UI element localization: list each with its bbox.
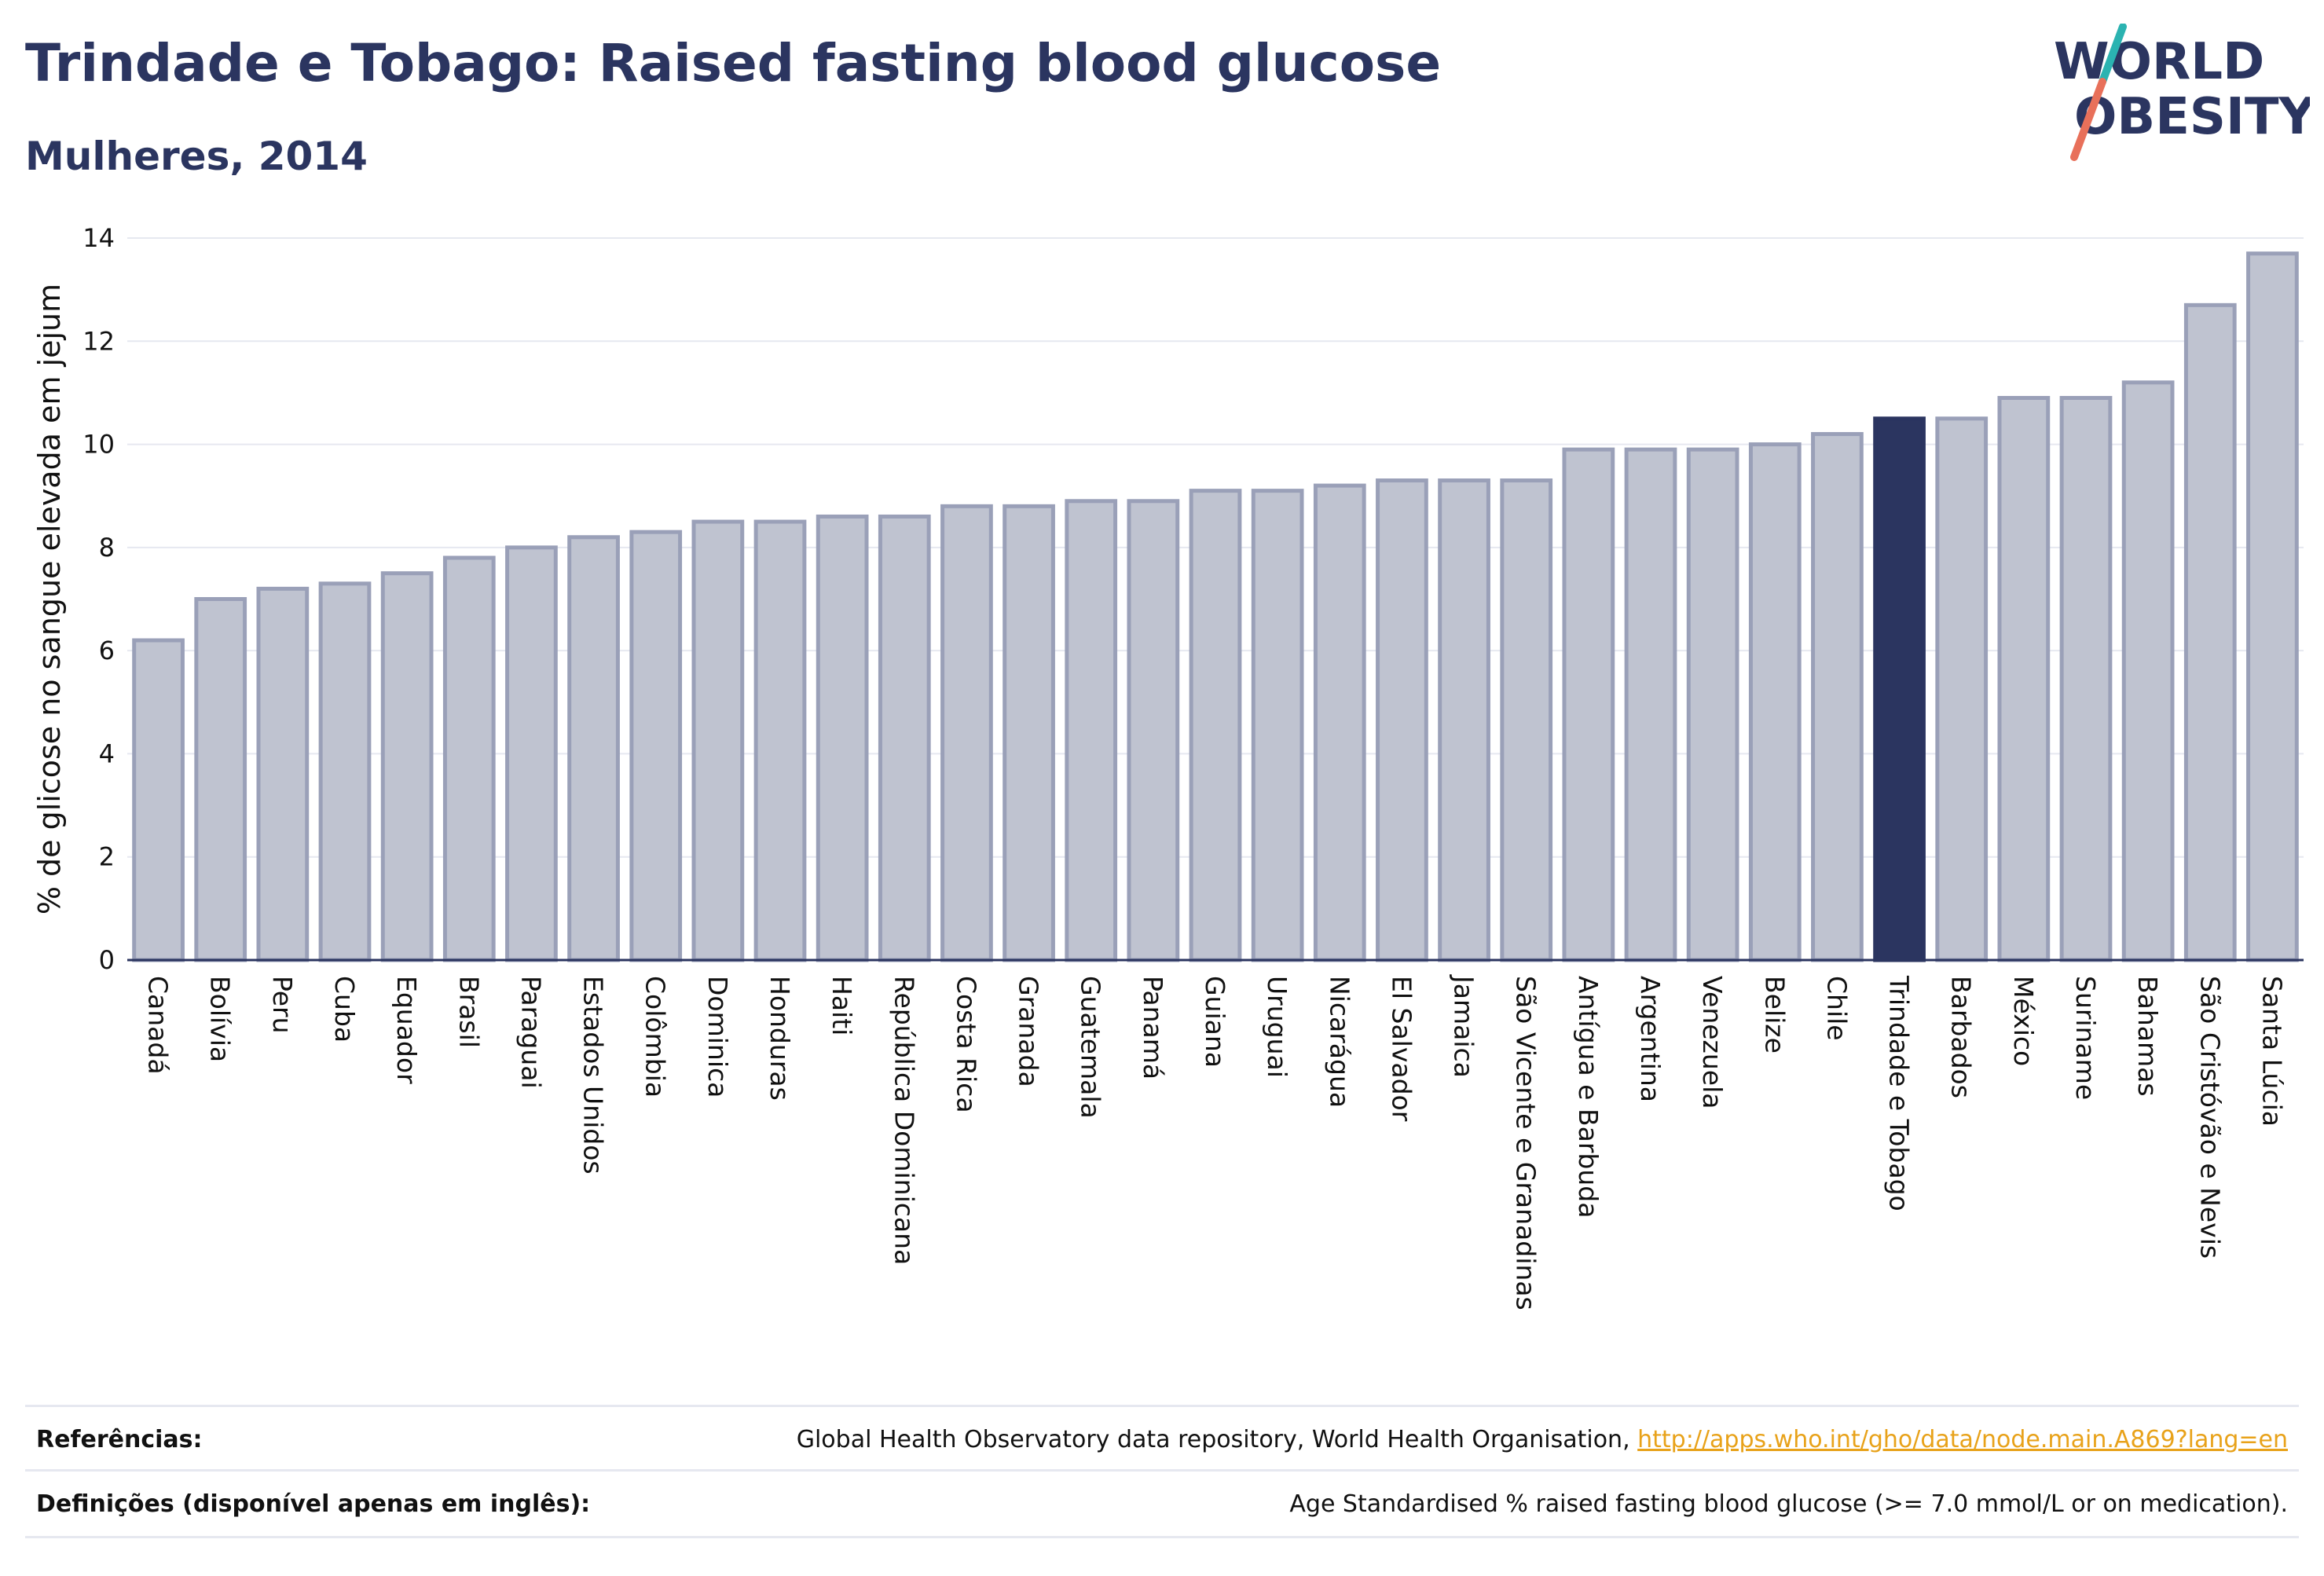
chart-title: Trindade e Tobago: Raised fasting blood … <box>25 33 1442 93</box>
x-tick-label: Belize <box>1759 976 1790 1054</box>
bar <box>1873 416 1926 962</box>
y-tick-label: 8 <box>99 533 115 563</box>
bar <box>1189 489 1242 962</box>
bar <box>318 581 372 962</box>
y-tick-label: 10 <box>82 430 115 460</box>
x-tick-label: Venezuela <box>1697 976 1728 1109</box>
bar <box>1251 489 1304 962</box>
bar <box>1065 499 1118 962</box>
bar <box>1686 447 1739 962</box>
references-row: Referências: Global Health Observatory d… <box>25 1405 2299 1472</box>
references-value: Global Health Observatory data repositor… <box>797 1426 2288 1453</box>
x-tick-label: Santa Lúcia <box>2256 976 2287 1127</box>
x-tick-label: São Vicente e Granadinas <box>1511 976 1541 1310</box>
bar <box>567 535 620 962</box>
x-tick-label: Bolívia <box>205 976 236 1062</box>
x-tick-label: Argentina <box>1635 976 1666 1102</box>
x-tick-label: Jamaica <box>1449 974 1479 1078</box>
bar <box>1935 416 1989 962</box>
x-tick-label: Haiti <box>827 976 857 1035</box>
x-tick-label: Colômbia <box>640 976 671 1098</box>
x-tick-label: El Salvador <box>1386 976 1417 1122</box>
bar <box>878 514 931 962</box>
bar <box>132 638 185 962</box>
y-tick-label: 14 <box>82 223 115 253</box>
bar <box>2246 251 2299 962</box>
x-tick-label: República Dominicana <box>889 976 919 1265</box>
x-tick-label: São Cristóvão e Nevis <box>2194 976 2225 1259</box>
bar <box>1748 442 1802 962</box>
x-tick-label: Panamá <box>1138 976 1168 1079</box>
bar <box>1624 447 1677 962</box>
bar <box>1438 478 1490 962</box>
x-tick-label: Trindade e Tobago <box>1884 975 1915 1211</box>
references-label: Referências: <box>36 1426 203 1453</box>
x-tick-label: Honduras <box>764 976 795 1101</box>
bar <box>1997 395 2051 962</box>
y-tick-label: 12 <box>82 326 115 356</box>
bar <box>194 597 247 962</box>
bar <box>2183 302 2237 962</box>
bar <box>1376 478 1428 962</box>
bar <box>256 586 310 962</box>
x-tick-label: Costa Rica <box>951 976 981 1113</box>
logo-slash-coral <box>2070 78 2106 161</box>
bar <box>380 571 434 962</box>
x-tick-label: Suriname <box>2070 976 2101 1100</box>
chart-subtitle: Mulheres, 2014 <box>25 134 368 179</box>
x-tick-label: Barbados <box>1946 976 1977 1098</box>
bar <box>1127 499 1180 962</box>
x-tick-label: Bahamas <box>2132 976 2163 1097</box>
x-tick-label: Dominica <box>702 976 733 1098</box>
x-tick-label: Equador <box>391 976 422 1084</box>
world-obesity-logo[interactable]: WORLD OBESITY <box>2051 24 2310 165</box>
x-tick-label: Uruguai <box>1262 976 1292 1078</box>
bar <box>691 519 745 962</box>
references-text: Global Health Observatory data repositor… <box>796 1426 1638 1453</box>
bar <box>2121 380 2175 962</box>
bar <box>1500 478 1553 962</box>
x-tick-label: México <box>2008 976 2039 1066</box>
x-tick-label: Brasil <box>453 976 484 1048</box>
x-tick-label: Antígua e Barbuda <box>1573 976 1604 1218</box>
bar <box>629 530 683 962</box>
x-tick-label: Granada <box>1014 976 1044 1087</box>
definitions-value: Age Standardised % raised fasting blood … <box>1289 1490 2288 1518</box>
bar <box>1313 483 1366 962</box>
definitions-label: Definições (disponível apenas em inglês)… <box>36 1490 591 1518</box>
references-link[interactable]: http://apps.who.int/gho/data/node.main.A… <box>1637 1426 2288 1453</box>
bar <box>505 545 558 962</box>
bar <box>1562 447 1615 962</box>
logo-text-obesity: OBESITY <box>2074 88 2310 146</box>
x-tick-label: Guatemala <box>1076 976 1106 1119</box>
x-tick-label: Guiana <box>1200 976 1230 1068</box>
y-tick-label: 6 <box>99 636 115 665</box>
x-tick-label: Peru <box>267 976 298 1034</box>
x-tick-label: Paraguai <box>515 976 546 1089</box>
bar <box>1003 504 1055 962</box>
y-tick-label: 0 <box>99 945 115 975</box>
x-tick-label: Estados Unidos <box>578 976 609 1175</box>
x-tick-label: Chile <box>1821 976 1852 1041</box>
bar <box>753 519 807 962</box>
bar <box>2059 395 2113 962</box>
bar <box>940 504 993 962</box>
bar-chart: 0 2 4 6 8 10 12 14 % de glicose no sangue elevad… <box>32 223 2304 1310</box>
y-tick-label: 4 <box>99 739 115 768</box>
bar <box>816 514 869 962</box>
bar <box>1811 431 1864 962</box>
x-tick-label: Cuba <box>329 976 360 1043</box>
definitions-row: Definições (disponível apenas em inglês)… <box>25 1469 2299 1538</box>
logo-slash-teal <box>2099 24 2127 86</box>
y-axis-label: % de glicose no sangue elevada em jejum <box>32 284 67 914</box>
bar <box>442 555 496 962</box>
y-tick-label: 2 <box>99 842 115 872</box>
x-tick-label: Nicarágua <box>1324 976 1354 1108</box>
x-tick-label: Canadá <box>143 976 174 1075</box>
logo-text-world: WORLD <box>2054 33 2264 91</box>
